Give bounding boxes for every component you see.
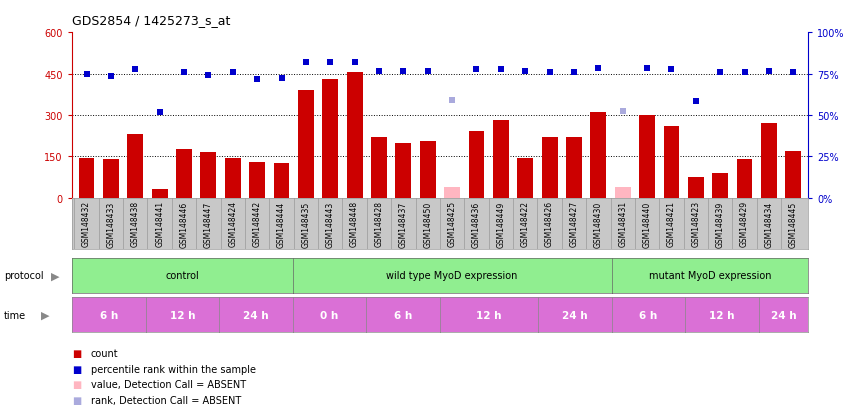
Text: GSM148434: GSM148434 bbox=[765, 201, 773, 247]
Bar bbox=[225, 158, 240, 198]
Text: GSM148435: GSM148435 bbox=[301, 201, 310, 247]
Text: GSM148422: GSM148422 bbox=[521, 201, 530, 247]
Text: GSM148440: GSM148440 bbox=[643, 201, 651, 247]
Text: GSM148442: GSM148442 bbox=[253, 201, 261, 247]
Bar bbox=[785, 152, 801, 198]
Text: ▶: ▶ bbox=[41, 310, 49, 320]
Bar bbox=[688, 178, 704, 198]
Text: 6 h: 6 h bbox=[640, 310, 657, 320]
Text: rank, Detection Call = ABSENT: rank, Detection Call = ABSENT bbox=[91, 395, 241, 405]
Text: 24 h: 24 h bbox=[243, 310, 269, 320]
Text: control: control bbox=[166, 271, 199, 281]
Text: GSM148430: GSM148430 bbox=[594, 201, 603, 247]
Bar bbox=[103, 159, 118, 198]
Text: 24 h: 24 h bbox=[562, 310, 588, 320]
Text: mutant MyoD expression: mutant MyoD expression bbox=[649, 271, 771, 281]
Text: wild type MyoD expression: wild type MyoD expression bbox=[387, 271, 518, 281]
Text: GSM148421: GSM148421 bbox=[667, 201, 676, 247]
Bar bbox=[151, 190, 168, 198]
Text: GSM148427: GSM148427 bbox=[569, 201, 579, 247]
Text: GSM148432: GSM148432 bbox=[82, 201, 91, 247]
Bar bbox=[566, 138, 582, 198]
Bar bbox=[663, 127, 679, 198]
Bar bbox=[371, 138, 387, 198]
Text: ■: ■ bbox=[72, 364, 81, 374]
Bar bbox=[250, 163, 265, 198]
Text: count: count bbox=[91, 348, 118, 358]
Bar bbox=[395, 143, 411, 198]
Text: GSM148446: GSM148446 bbox=[179, 201, 189, 247]
Bar bbox=[176, 150, 192, 198]
Text: GSM148444: GSM148444 bbox=[277, 201, 286, 247]
Text: GSM148431: GSM148431 bbox=[618, 201, 627, 247]
Text: GSM148428: GSM148428 bbox=[375, 201, 383, 247]
Text: percentile rank within the sample: percentile rank within the sample bbox=[91, 364, 255, 374]
Text: GSM148426: GSM148426 bbox=[545, 201, 554, 247]
Text: GSM148450: GSM148450 bbox=[423, 201, 432, 247]
Text: GSM148448: GSM148448 bbox=[350, 201, 359, 247]
Text: 6 h: 6 h bbox=[100, 310, 118, 320]
Bar bbox=[615, 187, 630, 198]
Bar bbox=[347, 73, 363, 198]
Bar bbox=[737, 160, 752, 198]
Text: GSM148439: GSM148439 bbox=[716, 201, 725, 247]
Bar bbox=[469, 132, 485, 198]
Bar bbox=[493, 121, 508, 198]
Bar bbox=[517, 158, 533, 198]
Text: GSM148447: GSM148447 bbox=[204, 201, 213, 247]
Bar bbox=[444, 187, 460, 198]
Text: GDS2854 / 1425273_s_at: GDS2854 / 1425273_s_at bbox=[72, 14, 230, 27]
Bar bbox=[273, 164, 289, 198]
Text: ▶: ▶ bbox=[51, 271, 59, 281]
Text: ■: ■ bbox=[72, 348, 81, 358]
Text: GSM148424: GSM148424 bbox=[228, 201, 237, 247]
Text: GSM148433: GSM148433 bbox=[107, 201, 115, 247]
Text: GSM148429: GSM148429 bbox=[740, 201, 749, 247]
Text: GSM148443: GSM148443 bbox=[326, 201, 335, 247]
Bar bbox=[761, 124, 777, 198]
Text: ■: ■ bbox=[72, 380, 81, 389]
Bar bbox=[128, 135, 143, 198]
Text: 12 h: 12 h bbox=[169, 310, 195, 320]
Bar bbox=[712, 173, 728, 198]
Text: 0 h: 0 h bbox=[321, 310, 338, 320]
Bar bbox=[298, 91, 314, 198]
Bar bbox=[420, 142, 436, 198]
Bar bbox=[640, 116, 655, 198]
Text: GSM148425: GSM148425 bbox=[448, 201, 457, 247]
Text: 24 h: 24 h bbox=[771, 310, 796, 320]
Bar bbox=[79, 158, 95, 198]
Text: GSM148449: GSM148449 bbox=[497, 201, 505, 247]
Text: 12 h: 12 h bbox=[476, 310, 502, 320]
Bar bbox=[322, 80, 338, 198]
Text: 6 h: 6 h bbox=[394, 310, 412, 320]
Text: GSM148423: GSM148423 bbox=[691, 201, 700, 247]
Text: 12 h: 12 h bbox=[709, 310, 735, 320]
Bar bbox=[201, 153, 217, 198]
Bar bbox=[541, 138, 558, 198]
Text: ■: ■ bbox=[72, 395, 81, 405]
Text: GSM148438: GSM148438 bbox=[131, 201, 140, 247]
Bar bbox=[591, 113, 607, 198]
Text: protocol: protocol bbox=[4, 271, 44, 281]
Text: GSM148436: GSM148436 bbox=[472, 201, 481, 247]
Text: time: time bbox=[4, 310, 26, 320]
Text: GSM148445: GSM148445 bbox=[788, 201, 798, 247]
Text: value, Detection Call = ABSENT: value, Detection Call = ABSENT bbox=[91, 380, 245, 389]
Text: GSM148437: GSM148437 bbox=[398, 201, 408, 247]
Text: GSM148441: GSM148441 bbox=[155, 201, 164, 247]
